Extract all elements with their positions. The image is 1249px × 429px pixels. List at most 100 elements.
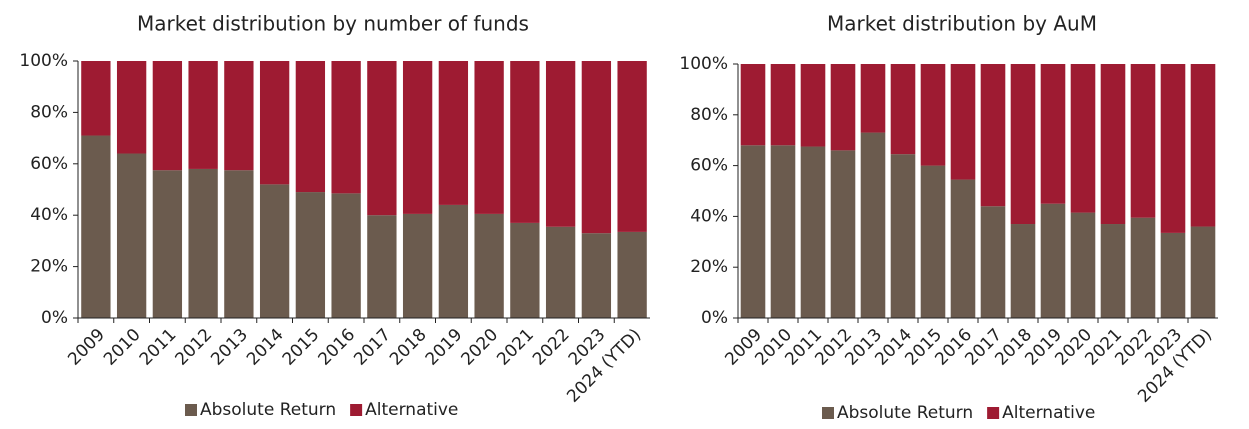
x-tick-label: 2018 bbox=[386, 325, 431, 370]
y-tick-label: 40% bbox=[30, 205, 68, 225]
bar-segment bbox=[581, 61, 612, 234]
bar-segment bbox=[224, 170, 254, 318]
bar-segment bbox=[800, 64, 826, 147]
bar-segment bbox=[295, 192, 326, 318]
bar-segment bbox=[1010, 64, 1036, 225]
bar-segment bbox=[474, 213, 504, 318]
bar-segment bbox=[581, 233, 612, 318]
bar-segment bbox=[402, 213, 433, 318]
bar-segment bbox=[1070, 212, 1096, 318]
y-tick-label: 60% bbox=[690, 156, 728, 176]
bar-segment bbox=[980, 64, 1006, 207]
x-tick-label: 2010 bbox=[100, 325, 145, 370]
y-tick-label: 20% bbox=[690, 257, 728, 277]
bar-segment bbox=[81, 135, 111, 318]
legend-swatch bbox=[987, 407, 1000, 419]
bar-segment bbox=[950, 179, 976, 318]
y-tick-label: 0% bbox=[41, 308, 68, 328]
bar-segment bbox=[920, 64, 946, 166]
bar-segment bbox=[1010, 224, 1036, 318]
chart-title: Market distribution by number of funds bbox=[137, 12, 529, 36]
bar-segment bbox=[224, 61, 254, 171]
bar-segment bbox=[438, 204, 469, 318]
bar-segment bbox=[295, 61, 326, 193]
chart-title: Market distribution by AuM bbox=[827, 12, 1097, 36]
x-tick-label: 2017 bbox=[350, 325, 395, 370]
y-tick-label: 80% bbox=[30, 102, 68, 122]
y-tick-label: 100% bbox=[19, 51, 68, 71]
bar-segment bbox=[1190, 64, 1216, 227]
y-tick-label: 60% bbox=[30, 154, 68, 174]
bar-segment bbox=[617, 231, 647, 318]
bar-segment bbox=[617, 61, 647, 232]
x-tick-label: 2022 bbox=[529, 325, 574, 370]
legend-label: Absolute Return bbox=[837, 403, 973, 423]
bar-segment bbox=[890, 154, 916, 318]
x-tick-label: 2011 bbox=[136, 325, 181, 370]
bar-segment bbox=[188, 168, 218, 318]
bar-segment bbox=[980, 206, 1006, 318]
bar-segment bbox=[152, 170, 183, 318]
bar-segment bbox=[740, 64, 766, 146]
bar-segment bbox=[116, 61, 147, 154]
bar-segment bbox=[1100, 224, 1126, 318]
legend-label: Alternative bbox=[1002, 403, 1095, 423]
bar-segment bbox=[1130, 64, 1156, 218]
legend-label: Absolute Return bbox=[200, 400, 336, 420]
bar-segment bbox=[1130, 217, 1156, 318]
x-tick-label: 2013 bbox=[207, 325, 252, 370]
x-tick-label: 2015 bbox=[279, 325, 324, 370]
bar-segment bbox=[1190, 226, 1216, 318]
x-tick-label: 2016 bbox=[314, 325, 359, 370]
bar-segment bbox=[800, 146, 826, 318]
bar-segment bbox=[830, 64, 856, 151]
bar-segment bbox=[950, 64, 976, 180]
bar-segment bbox=[740, 145, 766, 318]
bar-segment bbox=[920, 165, 946, 318]
bar-segment bbox=[510, 61, 540, 223]
y-tick-label: 20% bbox=[30, 257, 68, 277]
x-tick-label: 2019 bbox=[422, 325, 467, 370]
bar-segment bbox=[402, 61, 433, 214]
x-tick-label: 2020 bbox=[457, 325, 502, 370]
bar-segment bbox=[116, 153, 147, 318]
y-tick-label: 100% bbox=[679, 54, 728, 74]
bar-segment bbox=[1160, 232, 1186, 318]
x-tick-label: 2009 bbox=[64, 325, 109, 370]
bar-segment bbox=[890, 64, 916, 155]
bar-segment bbox=[1040, 203, 1066, 318]
legend-label: Alternative bbox=[365, 400, 458, 420]
x-tick-label: 2021 bbox=[493, 325, 538, 370]
bar-segment bbox=[188, 61, 218, 169]
y-tick-label: 80% bbox=[690, 105, 728, 125]
x-tick-label: 2012 bbox=[171, 325, 216, 370]
bar-segment bbox=[259, 184, 290, 318]
bar-segment bbox=[510, 222, 540, 318]
bar-segment bbox=[331, 193, 361, 318]
bar-segment bbox=[545, 61, 576, 227]
bar-segment bbox=[331, 61, 361, 194]
bar-segment bbox=[152, 61, 183, 171]
y-tick-label: 0% bbox=[701, 308, 728, 328]
bar-segment bbox=[259, 61, 290, 185]
bar-segment bbox=[367, 215, 397, 318]
bar-segment bbox=[860, 64, 886, 133]
bar-segment bbox=[1160, 64, 1186, 233]
bar-segment bbox=[81, 61, 111, 136]
bar-segment bbox=[1070, 64, 1096, 213]
bar-segment bbox=[545, 226, 576, 318]
bar-segment bbox=[860, 132, 886, 318]
legend-swatch bbox=[185, 404, 197, 416]
legend-swatch bbox=[822, 407, 834, 419]
bar-segment bbox=[770, 145, 796, 318]
bar-segment bbox=[1100, 64, 1126, 225]
x-tick-label: 2014 bbox=[243, 325, 288, 370]
bar-segment bbox=[474, 61, 504, 214]
bar-segment bbox=[770, 64, 796, 146]
bar-segment bbox=[367, 61, 397, 216]
y-tick-label: 40% bbox=[690, 206, 728, 226]
bar-segment bbox=[438, 61, 469, 205]
legend-swatch bbox=[350, 404, 363, 416]
bar-segment bbox=[1040, 64, 1066, 204]
